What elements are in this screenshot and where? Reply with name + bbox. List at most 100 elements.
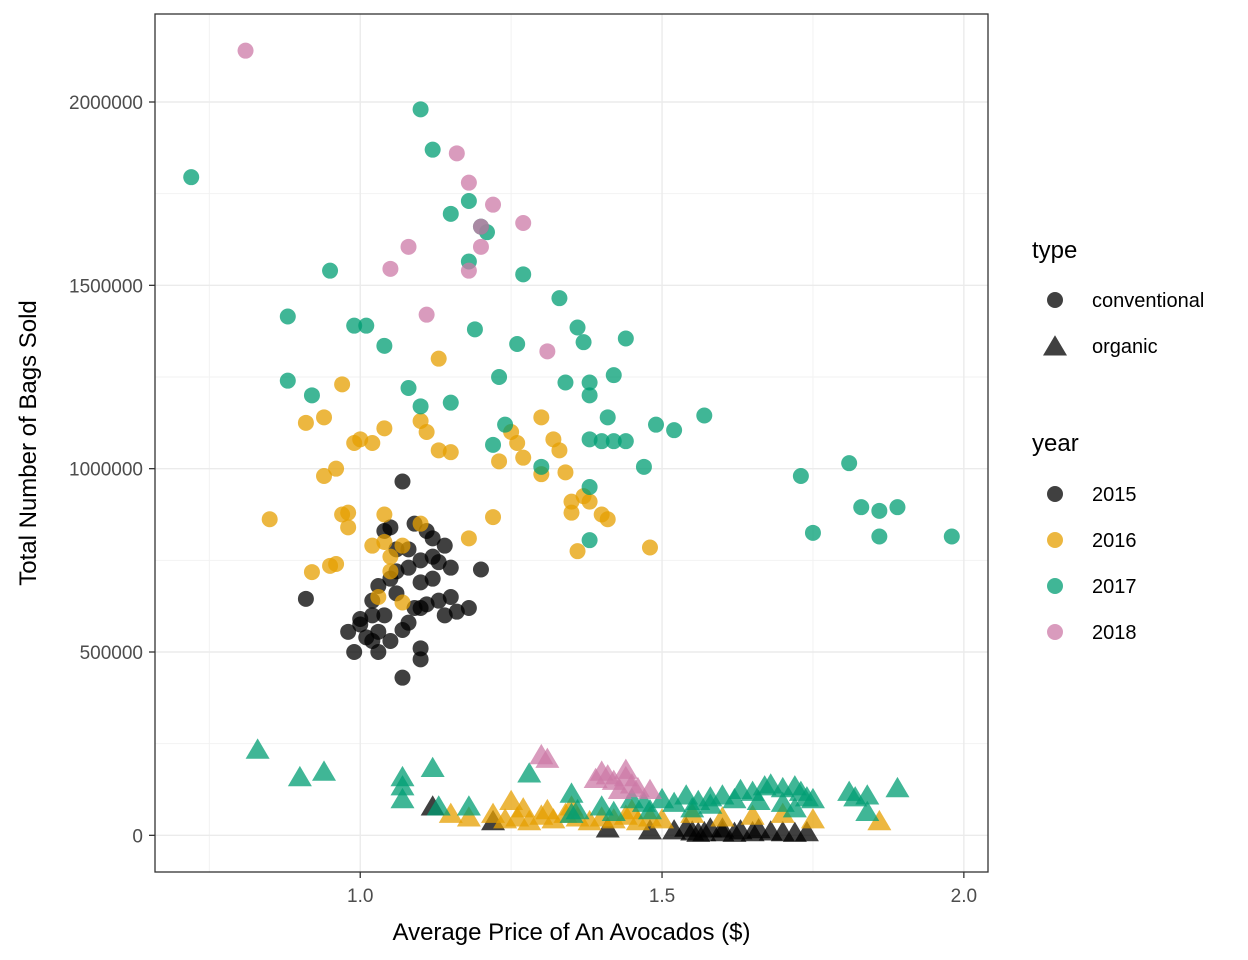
data-point-conventional — [412, 515, 429, 532]
data-point-conventional — [303, 564, 320, 581]
data-point-conventional — [539, 343, 556, 360]
y-axis-title: Total Number of Bags Sold — [15, 300, 42, 585]
data-point-conventional — [581, 479, 598, 495]
data-point-conventional — [466, 321, 483, 338]
data-point-organic — [601, 800, 626, 822]
data-point-conventional — [430, 554, 447, 571]
data-point-conventional — [376, 337, 393, 354]
data-point-conventional — [412, 574, 429, 591]
legend-type-label: conventional — [1092, 290, 1204, 312]
data-point-organic — [770, 791, 795, 812]
data-point-conventional — [424, 530, 441, 547]
data-point-conventional — [442, 589, 459, 605]
data-point-conventional — [412, 101, 429, 118]
data-point-conventional — [581, 532, 598, 549]
data-point-organic — [420, 756, 445, 778]
data-point-conventional — [346, 644, 363, 660]
data-point-organic — [438, 802, 463, 823]
data-point-organic — [583, 767, 608, 789]
data-point-conventional — [472, 238, 489, 255]
data-point-organic — [740, 804, 765, 825]
data-point-organic — [674, 816, 699, 837]
legend-year-label: 2016 — [1092, 530, 1137, 552]
legend-type-title: type — [1032, 237, 1077, 264]
legend-type-item: conventional — [1047, 290, 1204, 312]
legend-year-item: 2016 — [1047, 530, 1137, 552]
data-point-conventional — [569, 543, 586, 560]
legend-type-label: organic — [1092, 336, 1158, 358]
data-point-conventional — [340, 519, 357, 536]
data-point-conventional — [442, 444, 459, 461]
data-point-conventional — [352, 431, 369, 448]
data-point-conventional — [491, 369, 508, 385]
data-point-conventional — [448, 145, 465, 162]
data-point-conventional — [551, 442, 568, 459]
data-point-conventional — [666, 422, 683, 439]
data-point-conventional — [617, 330, 634, 347]
data-point-conventional — [400, 380, 417, 396]
data-point-conventional — [581, 431, 598, 448]
data-point-conventional — [237, 42, 254, 59]
data-point-conventional — [364, 537, 381, 554]
data-point-organic — [855, 800, 880, 822]
y-tick-label: 2000000 — [69, 93, 143, 114]
data-point-conventional — [515, 266, 532, 283]
data-point-conventional — [352, 616, 369, 633]
data-point-conventional — [424, 570, 441, 587]
data-point-conventional — [448, 603, 465, 620]
data-point-conventional — [376, 534, 393, 550]
data-point-conventional — [563, 504, 580, 521]
legend-year-key — [1047, 486, 1063, 502]
data-point-conventional — [436, 537, 453, 554]
data-point-organic — [885, 776, 910, 798]
x-axis-title: Average Price of An Avocados ($) — [393, 919, 751, 946]
data-point-conventional — [382, 260, 399, 277]
data-point-conventional — [563, 493, 580, 510]
data-point-organic — [637, 778, 662, 800]
data-point-conventional — [370, 589, 387, 605]
data-point-conventional — [557, 374, 574, 391]
data-point-conventional — [460, 530, 477, 547]
data-point-organic — [746, 789, 771, 811]
legend-year-key — [1047, 578, 1063, 594]
legend-year-label: 2018 — [1092, 622, 1137, 644]
data-point-conventional — [340, 504, 357, 521]
data-point-organic — [698, 793, 723, 814]
data-point-conventional — [346, 317, 363, 334]
data-point-conventional — [382, 519, 399, 536]
data-point-organic — [390, 787, 415, 809]
data-point-conventional — [599, 511, 616, 528]
data-point-conventional — [648, 416, 665, 433]
series-2018 — [237, 42, 662, 800]
data-point-conventional — [340, 623, 357, 640]
grid-lines — [155, 14, 988, 872]
data-point-organic — [662, 791, 687, 812]
data-point-conventional — [460, 174, 477, 191]
data-point-organic — [637, 819, 662, 840]
data-point-conventional — [328, 460, 345, 477]
data-point-organic — [511, 797, 536, 818]
data-point-conventional — [557, 464, 574, 481]
data-point-organic — [499, 789, 524, 811]
legend-year-label: 2017 — [1092, 576, 1137, 598]
data-point-conventional — [334, 376, 351, 393]
data-point-organic — [794, 820, 819, 842]
data-point-conventional — [430, 350, 447, 367]
data-point-organic — [710, 806, 735, 827]
data-point-conventional — [436, 607, 453, 624]
data-point-conventional — [303, 387, 320, 404]
data-point-conventional — [889, 499, 906, 516]
data-point-conventional — [509, 435, 526, 451]
legend-year-item: 2018 — [1047, 622, 1137, 644]
data-point-conventional — [370, 623, 387, 640]
data-point-conventional — [509, 336, 526, 352]
data-point-conventional — [412, 552, 429, 569]
x-tick-label: 1.0 — [347, 886, 373, 907]
data-point-organic — [535, 798, 560, 820]
data-point-conventional — [569, 319, 586, 336]
data-point-conventional — [581, 374, 598, 391]
legend-triangle-key — [1043, 335, 1067, 356]
data-points — [183, 42, 960, 842]
